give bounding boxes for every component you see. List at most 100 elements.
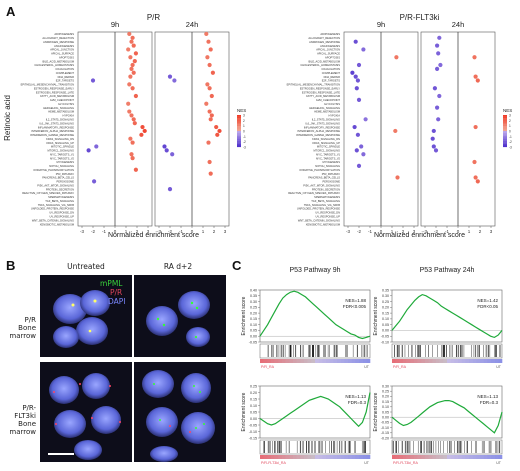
nes-point	[205, 55, 210, 60]
left-class-label: P/R_RA	[261, 365, 275, 369]
y-tick-label: 0.00	[250, 417, 257, 421]
legend-swatch	[503, 139, 507, 141]
nes-point	[127, 82, 132, 87]
facet-label: 9h	[377, 20, 385, 29]
pathway-label: EPITHELIAL_MESENCHYMAL_TRANSITION	[287, 83, 340, 87]
rank-gradient	[274, 455, 279, 459]
x-tick-label: 2	[402, 229, 405, 234]
gsea-column-title: P53 Pathway 24h	[420, 267, 475, 274]
pathway-label: APICAL_SURFACE	[317, 52, 340, 56]
rank-gradient	[311, 455, 316, 459]
rank-gradient	[447, 455, 451, 459]
nes-point	[204, 31, 209, 37]
y-tick-label: 0.25	[382, 300, 389, 304]
y-tick-label: -0.05	[381, 335, 389, 339]
pathway-label: PANCREAS_BETA_CELLS	[308, 176, 340, 180]
left-class-label: P/R-FLT3ki_RA	[393, 461, 418, 465]
rank-gradient	[439, 455, 444, 459]
micrograph-flt3-ra	[134, 362, 226, 462]
legend-swatch	[503, 127, 507, 130]
nes-point	[475, 78, 480, 83]
pathway-label: G2M_CHECKPOINT	[50, 98, 74, 102]
panel-letter-a: A	[6, 4, 16, 19]
rank-gradient	[362, 359, 367, 363]
nes-point	[359, 144, 364, 149]
legend-swatch	[503, 118, 507, 120]
rank-gradient	[465, 455, 470, 459]
x-tick-label: -3	[157, 229, 161, 234]
pathway-label: APICAL_JUNCTION	[50, 48, 74, 52]
rank-gradient	[395, 359, 400, 363]
rank-gradient	[461, 359, 466, 363]
x-tick-label: 1	[125, 229, 128, 234]
rank-gradient	[285, 359, 290, 363]
nes-point	[363, 117, 368, 122]
pathway-label: COAGULATION	[55, 67, 74, 71]
nes-point	[394, 55, 399, 60]
rank-gradient	[399, 455, 404, 459]
nes-point	[353, 39, 358, 44]
x-tick-label: 1	[468, 229, 471, 234]
rank-gradient	[329, 359, 334, 363]
rank-gradient	[403, 359, 407, 363]
y-tick-label: 0.20	[382, 306, 389, 310]
legend-title: NES	[503, 108, 512, 113]
pathway-label: INFLAMMATORY_RESPONSE	[38, 125, 74, 129]
rank-gradient	[494, 359, 499, 363]
x-tick-label: 3	[147, 229, 150, 234]
rank-gradient	[480, 455, 484, 459]
rank-gradient	[421, 359, 426, 363]
fdr-label: FDR<0.05	[477, 304, 498, 309]
rank-gradient	[300, 455, 305, 459]
nes-point	[204, 101, 209, 106]
y-tick-label: -0.10	[381, 426, 389, 430]
y-tick-label: 0.00	[382, 329, 389, 333]
pathway-label: COMPLEMENT	[56, 71, 75, 75]
pathway-label: WNT_BETA_CATENIN_SIGNALING	[32, 218, 74, 222]
nes-point	[129, 66, 134, 71]
rank-gradient	[392, 359, 396, 363]
pathway-label: TNFA_SIGNALING_VIA_NFKB	[38, 203, 74, 207]
nes-point	[131, 70, 136, 75]
nes-point	[92, 179, 97, 184]
pathway-label: ANDROGEN_RESPONSE	[43, 40, 74, 44]
legend-swatch	[503, 142, 507, 144]
nes-point	[207, 109, 212, 114]
nes-point	[128, 74, 133, 79]
nes-label: NES=1.13	[477, 394, 498, 399]
nes-point	[133, 167, 138, 172]
pathway-label: ANGIOGENESIS	[320, 44, 340, 48]
rank-gradient	[307, 455, 312, 459]
nes-point	[354, 86, 359, 91]
pathway-label: E2F_TARGETS	[322, 79, 341, 83]
rank-gradient	[293, 359, 297, 363]
rank-gradient	[443, 455, 448, 459]
pathway-label: UV_RESPONSE_DN	[49, 211, 74, 215]
rank-gradient	[414, 359, 418, 363]
microscopy-col-untreated: Untreated	[67, 262, 105, 271]
rank-gradient	[278, 455, 283, 459]
pathway-label: UV_RESPONSE_UP	[49, 215, 74, 219]
rank-gradient	[285, 455, 290, 459]
nes-point	[206, 39, 211, 44]
rank-gradient	[344, 359, 349, 363]
x-tick-label: -3	[423, 229, 427, 234]
rank-gradient	[487, 455, 492, 459]
rank-gradient	[296, 359, 301, 363]
rank-gradient	[498, 359, 503, 363]
facet-label: 9h	[111, 20, 119, 29]
rank-gradient	[263, 455, 268, 459]
nes-point	[164, 148, 169, 153]
pathway-label: MITOTIC_SPINDLE	[317, 145, 340, 149]
legend-value: -1	[243, 135, 246, 139]
rank-gradient	[289, 359, 294, 363]
legend-value: 3	[243, 114, 245, 118]
legend-swatch	[503, 129, 507, 132]
rank-gradient	[406, 455, 411, 459]
pathway-label: PEROXISOME	[323, 180, 341, 184]
nes-point	[437, 35, 442, 40]
y-tick-label: 0.35	[382, 288, 389, 292]
nes-point	[217, 128, 222, 134]
legend-value: -2	[509, 140, 512, 144]
y-tick-label: 0.20	[250, 391, 257, 395]
